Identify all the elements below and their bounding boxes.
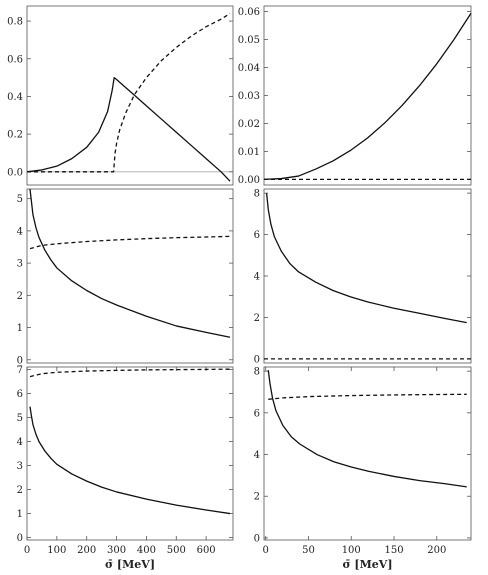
y-tick-label: 0.4 bbox=[7, 92, 23, 103]
plot-frame bbox=[263, 188, 472, 364]
y-tick-label: 0.8 bbox=[7, 17, 23, 28]
plot-frame bbox=[26, 5, 234, 186]
y-tick-label: 6 bbox=[17, 389, 23, 400]
x-axis-label: σ̄ [MeV] bbox=[105, 558, 155, 571]
x-tick-label: 50 bbox=[302, 545, 315, 556]
y-tick-label: 1 bbox=[17, 323, 23, 334]
x-tick-label: 100 bbox=[47, 545, 66, 556]
y-tick-label: 0.0 bbox=[7, 167, 23, 178]
x-axis-label: σ̄ [MeV] bbox=[342, 558, 392, 571]
y-tick-label: 0 bbox=[17, 533, 23, 544]
y-tick-label: 1 bbox=[17, 509, 23, 520]
panel-1: 0.0 0.2 0.4 0.6 0.8 bbox=[7, 5, 234, 186]
series-solid-line bbox=[29, 406, 231, 515]
panel-5: 0 1 2 3 4 5 6 7 0 100 200 300 400 500 600 σ̄ [MeV] bbox=[17, 365, 234, 571]
panel-2: 0.00 0.01 0.02 0.03 0.04 0.05 0.06 bbox=[238, 5, 472, 186]
y-tick-label: 6 bbox=[254, 230, 260, 241]
series-dashed-line bbox=[29, 368, 231, 378]
y-tick-label: 3 bbox=[17, 461, 23, 472]
x-tick-label: 500 bbox=[167, 545, 186, 556]
series-solid-line bbox=[26, 76, 231, 182]
y-tick-label: 4 bbox=[254, 272, 260, 283]
y-tick-label: 2 bbox=[254, 313, 260, 324]
y-tick-label: 5 bbox=[17, 413, 23, 424]
y-tick-label: 7 bbox=[17, 365, 23, 376]
y-tick-label: 0.04 bbox=[238, 63, 260, 74]
y-tick-label: 8 bbox=[254, 189, 260, 200]
series-dashed-line bbox=[27, 12, 231, 173]
y-tick-label: 0.00 bbox=[238, 175, 260, 186]
y-tick-label: 2 bbox=[254, 492, 260, 503]
series-dashed-line bbox=[29, 235, 231, 250]
y-tick-label: 2 bbox=[17, 291, 23, 302]
series-solid-line bbox=[29, 188, 231, 338]
y-tick-label: 0 bbox=[254, 533, 260, 544]
plot-frame bbox=[26, 188, 234, 364]
y-tick-label: 4 bbox=[17, 437, 23, 448]
x-tick-label: 200 bbox=[77, 545, 96, 556]
x-tick-label: 400 bbox=[137, 545, 156, 556]
y-tick-label: 0 bbox=[254, 354, 260, 365]
y-tick-label: 2 bbox=[17, 485, 23, 496]
plot-frame bbox=[263, 5, 472, 186]
y-tick-label: 0.6 bbox=[7, 54, 23, 65]
y-tick-label: 0.01 bbox=[238, 147, 260, 158]
series-solid-line bbox=[263, 12, 472, 181]
y-tick-label: 0.2 bbox=[7, 130, 23, 141]
y-tick-label: 8 bbox=[254, 367, 260, 378]
x-tick-label: 600 bbox=[197, 545, 216, 556]
x-tick-label: 0 bbox=[24, 545, 30, 556]
x-tick-label: 200 bbox=[427, 545, 446, 556]
panel-6: 0 2 4 6 8 0 50 100 150 200 σ̄ [MeV] bbox=[254, 366, 472, 571]
x-tick-label: 300 bbox=[107, 545, 126, 556]
series-dashed-line bbox=[268, 393, 467, 400]
series-solid-line bbox=[267, 370, 467, 488]
y-tick-label: 0.05 bbox=[238, 35, 260, 46]
y-tick-label: 3 bbox=[17, 259, 23, 270]
x-tick-label: 150 bbox=[384, 545, 403, 556]
y-tick-label: 0.02 bbox=[238, 119, 260, 130]
y-tick-label: 5 bbox=[17, 194, 23, 205]
y-tick-label: 4 bbox=[17, 226, 23, 237]
y-tick-label: 4 bbox=[254, 450, 260, 461]
x-tick-label: 100 bbox=[342, 545, 361, 556]
y-tick-label: 0 bbox=[17, 355, 23, 366]
plot-frame bbox=[26, 366, 234, 541]
x-tick-label: 0 bbox=[263, 545, 269, 556]
y-tick-label: 6 bbox=[254, 408, 260, 419]
panel-3: 0 1 2 3 4 5 bbox=[17, 188, 234, 366]
panel-4: 0 2 4 6 8 bbox=[254, 188, 472, 365]
series-solid-line bbox=[265, 193, 467, 324]
plot-frame bbox=[263, 366, 472, 541]
y-tick-label: 0.03 bbox=[238, 91, 260, 102]
y-tick-label: 0.06 bbox=[238, 7, 260, 18]
